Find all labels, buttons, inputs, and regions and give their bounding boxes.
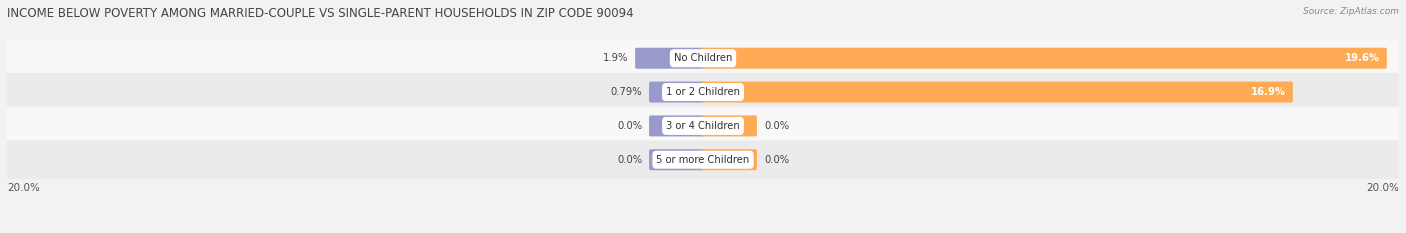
Text: Source: ZipAtlas.com: Source: ZipAtlas.com	[1303, 7, 1399, 16]
Text: 0.79%: 0.79%	[610, 87, 643, 97]
FancyBboxPatch shape	[702, 48, 1386, 69]
FancyBboxPatch shape	[1, 140, 1405, 179]
Legend: Married Couples, Single Parents: Married Couples, Single Parents	[596, 232, 810, 233]
FancyBboxPatch shape	[650, 115, 704, 136]
FancyBboxPatch shape	[702, 82, 1294, 103]
Text: 0.0%: 0.0%	[763, 121, 789, 131]
Text: 0.0%: 0.0%	[617, 121, 643, 131]
Text: 3 or 4 Children: 3 or 4 Children	[666, 121, 740, 131]
Text: 19.6%: 19.6%	[1344, 53, 1379, 63]
Text: No Children: No Children	[673, 53, 733, 63]
Text: INCOME BELOW POVERTY AMONG MARRIED-COUPLE VS SINGLE-PARENT HOUSEHOLDS IN ZIP COD: INCOME BELOW POVERTY AMONG MARRIED-COUPL…	[7, 7, 634, 20]
FancyBboxPatch shape	[636, 48, 704, 69]
Text: 16.9%: 16.9%	[1251, 87, 1286, 97]
Text: 0.0%: 0.0%	[763, 155, 789, 165]
Text: 0.0%: 0.0%	[617, 155, 643, 165]
Text: 1.9%: 1.9%	[603, 53, 628, 63]
FancyBboxPatch shape	[1, 107, 1405, 145]
Text: 20.0%: 20.0%	[1367, 183, 1399, 193]
FancyBboxPatch shape	[650, 149, 704, 170]
Text: 20.0%: 20.0%	[7, 183, 39, 193]
Text: 5 or more Children: 5 or more Children	[657, 155, 749, 165]
FancyBboxPatch shape	[702, 149, 756, 170]
Text: 1 or 2 Children: 1 or 2 Children	[666, 87, 740, 97]
FancyBboxPatch shape	[1, 73, 1405, 111]
FancyBboxPatch shape	[650, 82, 704, 103]
FancyBboxPatch shape	[1, 39, 1405, 78]
FancyBboxPatch shape	[702, 115, 756, 136]
